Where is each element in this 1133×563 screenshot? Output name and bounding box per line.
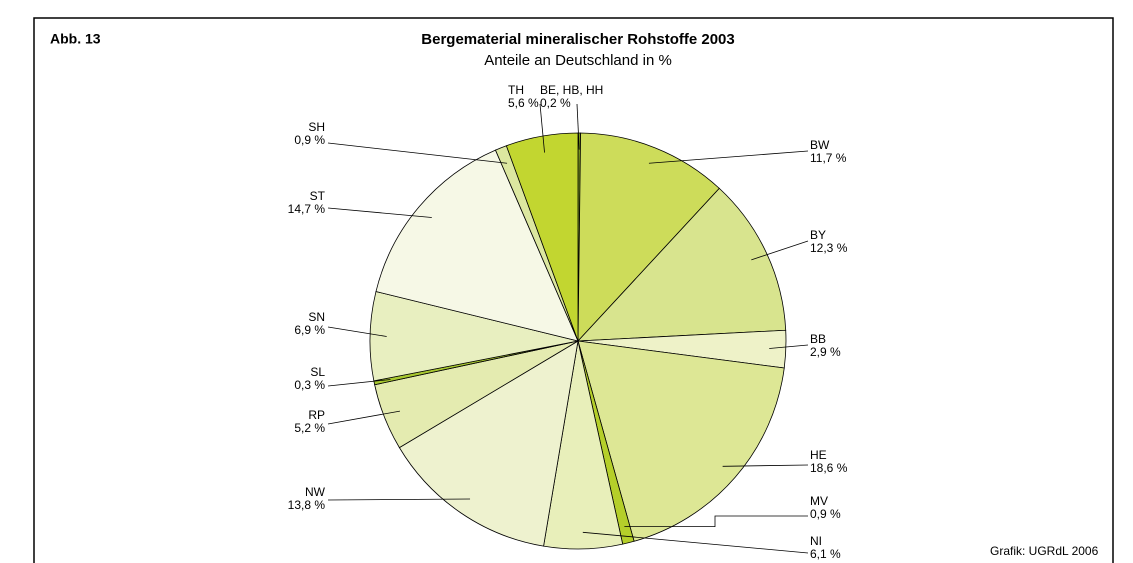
value-label: 0,2 % (540, 96, 571, 110)
value-label: 6,1 % (810, 547, 841, 561)
pie-slice (577, 132, 720, 343)
leader-line (327, 379, 391, 387)
value-label: 2,9 % (810, 345, 841, 359)
value-label: 11,7 % (810, 151, 847, 165)
leader-line (576, 103, 580, 150)
slice-label: SH (308, 120, 325, 134)
chart-title: Bergematerial mineralischer Rohstoffe 20… (421, 31, 734, 48)
leader-line (327, 207, 432, 218)
leader-line (769, 344, 809, 349)
slice-label: MV (810, 494, 828, 508)
leader-line (327, 326, 387, 337)
slice-label: NW (305, 485, 326, 499)
slice-label: SL (310, 365, 325, 379)
slice-label: SN (308, 310, 325, 324)
leader-line (327, 498, 471, 501)
leader-line (648, 150, 809, 164)
leader-line (722, 464, 809, 467)
value-label: 18,6 % (810, 461, 848, 475)
value-label: 0,9 % (810, 507, 841, 521)
pie-slice (398, 340, 579, 547)
value-label: 6,9 % (294, 323, 325, 337)
pie-slice (577, 187, 787, 342)
leader-line (624, 515, 808, 528)
value-label: 12,3 % (810, 241, 848, 255)
value-label: 0,3 % (294, 378, 325, 392)
leader-line (539, 103, 545, 153)
leader-line (582, 531, 809, 554)
slice-label: HE (810, 448, 827, 462)
slice-label: BE, HB, HH (540, 83, 603, 97)
slice-label: BW (810, 138, 830, 152)
value-label: 0,9 % (294, 133, 325, 147)
frame (33, 17, 1114, 563)
figure-label: Abb. 13 (50, 31, 101, 47)
slice-label: TH (508, 83, 524, 97)
slice-label: BY (810, 228, 826, 242)
value-label: 5,6 % (508, 96, 539, 110)
pie-slice (577, 340, 785, 542)
leader-line (751, 240, 809, 261)
pie-slice (375, 149, 579, 342)
chart-subtitle: Anteile an Deutschland in % (484, 52, 672, 69)
value-label: 13,8 % (288, 498, 326, 512)
leader-line (327, 410, 401, 425)
slice-label: RP (308, 408, 325, 422)
leader-line (327, 142, 508, 164)
slice-label: NI (810, 534, 822, 548)
slice-label: ST (310, 189, 326, 203)
value-label: 5,2 % (294, 421, 325, 435)
value-label: 14,7 % (288, 202, 326, 216)
pie-slice (505, 132, 579, 342)
source: Grafik: UGRdL 2006 (990, 544, 1099, 558)
slice-label: BB (810, 332, 826, 346)
